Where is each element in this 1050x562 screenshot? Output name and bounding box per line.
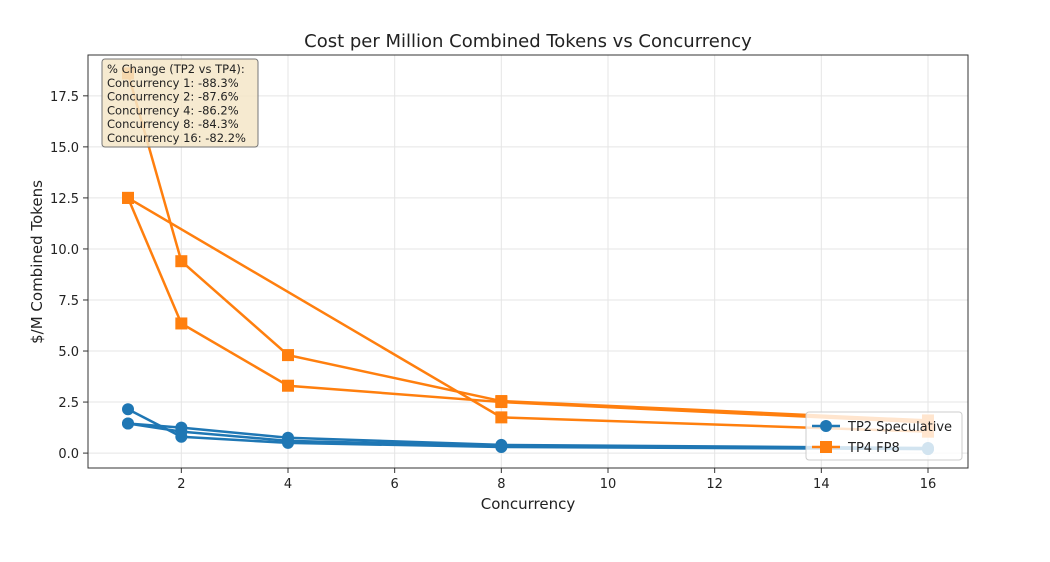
series-group <box>122 67 934 456</box>
y-tick-label: 2.5 <box>58 396 79 411</box>
data-point <box>282 379 294 392</box>
ticks: 2 4 6 8 10 12 14 16 0.0 2.5 5.0 7.5 10.0 12.5 15.0 17.5 <box>50 90 936 492</box>
data-point <box>175 425 188 438</box>
x-tick-label: 10 <box>600 477 617 492</box>
y-tick-label: 5.0 <box>58 345 79 360</box>
legend-label: TP4 FP8 <box>847 441 900 456</box>
data-point <box>175 255 188 268</box>
y-tick-label: 7.5 <box>58 294 79 309</box>
x-tick-label: 12 <box>706 477 723 492</box>
legend-marker <box>820 441 832 453</box>
series-tp4-fp8 <box>122 67 934 438</box>
data-point <box>495 411 508 424</box>
x-tick-label: 14 <box>813 477 830 492</box>
chart-title: Cost per Million Combined Tokens vs Conc… <box>304 31 752 52</box>
x-tick-label: 8 <box>497 477 505 492</box>
y-tick-label: 10.0 <box>50 243 79 258</box>
annotation-line: Concurrency 2: -87.6% <box>107 90 239 104</box>
y-axis-label: $/M Combined Tokens <box>28 180 46 344</box>
grid <box>88 55 968 468</box>
x-tick-label: 16 <box>920 477 937 492</box>
data-point <box>495 396 508 409</box>
data-point <box>122 191 134 204</box>
data-point <box>122 417 134 430</box>
annotation-line: Concurrency 4: -86.2% <box>107 103 239 117</box>
x-tick-label: 6 <box>391 477 399 492</box>
annotation-line: Concurrency 1: -88.3% <box>107 76 239 90</box>
annotation-box: % Change (TP2 vs TP4):Concurrency 1: -88… <box>101 58 259 148</box>
data-point <box>175 317 188 330</box>
annotation-line: % Change (TP2 vs TP4): <box>107 62 245 76</box>
y-tick-label: 12.5 <box>50 192 79 207</box>
legend-marker <box>820 420 832 432</box>
data-point <box>282 349 294 362</box>
y-tick-label: 17.5 <box>50 90 79 105</box>
data-point <box>282 434 294 447</box>
legend: TP2 Speculative TP4 FP8 <box>805 411 963 461</box>
x-axis-label: Concurrency <box>481 495 576 513</box>
x-tick-label: 4 <box>284 477 292 492</box>
x-tick-label: 2 <box>177 477 185 492</box>
annotation-line: Concurrency 8: -84.3% <box>107 117 239 131</box>
legend-label: TP2 Speculative <box>847 420 952 435</box>
series-line <box>127 196 929 433</box>
plot-frame <box>87 54 969 469</box>
series-line <box>126 197 929 424</box>
y-tick-label: 0.0 <box>58 447 79 462</box>
y-tick-label: 15.0 <box>50 141 79 156</box>
annotation-line: Concurrency 16: -82.2% <box>107 131 246 145</box>
data-point <box>122 403 134 416</box>
data-point <box>495 439 508 452</box>
